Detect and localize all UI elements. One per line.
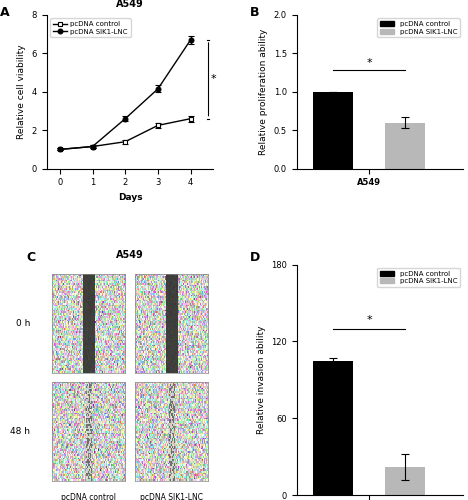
Text: A549: A549 (116, 250, 144, 260)
Bar (386, 467, 425, 495)
Text: *: * (366, 315, 372, 325)
Text: *: * (366, 58, 372, 68)
Legend: pcDNA control, pcDNA SIK1-LNC: pcDNA control, pcDNA SIK1-LNC (50, 18, 131, 38)
Bar (386, 122, 425, 168)
Y-axis label: Relative proliferation ability: Relative proliferation ability (259, 28, 268, 155)
Legend: pcDNA control, pcDNA SIK1-LNC: pcDNA control, pcDNA SIK1-LNC (377, 268, 460, 287)
Text: B: B (250, 6, 260, 19)
Text: A: A (0, 6, 10, 19)
Text: pcDNA control: pcDNA control (61, 492, 116, 500)
Bar (313, 92, 353, 168)
X-axis label: Days: Days (118, 193, 142, 202)
Bar (313, 360, 353, 495)
Text: 48 h: 48 h (10, 427, 30, 436)
Text: D: D (250, 251, 260, 264)
Text: *: * (210, 74, 216, 85)
Y-axis label: Relative invasion ability: Relative invasion ability (256, 326, 265, 434)
Title: A549: A549 (116, 0, 144, 8)
Text: C: C (27, 251, 36, 264)
Legend: pcDNA control, pcDNA SIK1-LNC: pcDNA control, pcDNA SIK1-LNC (377, 18, 460, 38)
Text: 0 h: 0 h (16, 319, 30, 328)
Y-axis label: Relative cell viability: Relative cell viability (17, 44, 26, 139)
Text: pcDNA SIK1-LNC: pcDNA SIK1-LNC (140, 492, 203, 500)
